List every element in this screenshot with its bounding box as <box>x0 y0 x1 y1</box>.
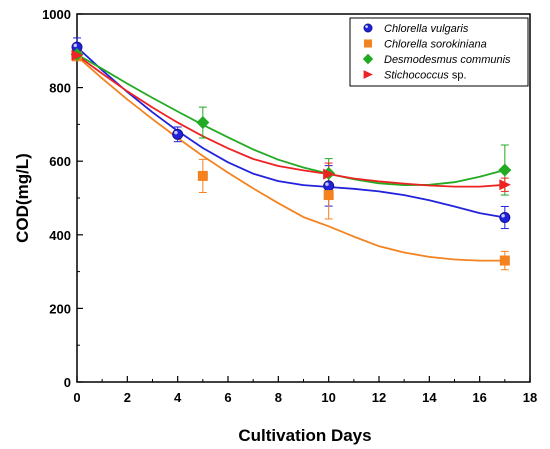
legend-label-plain: sp. <box>449 70 467 82</box>
x-tick-label: 2 <box>124 390 131 405</box>
x-tick-label: 4 <box>174 390 182 405</box>
y-tick-label: 200 <box>49 301 71 316</box>
legend-label: Chlorella vulgaris <box>384 23 469 35</box>
legend-marker <box>362 53 374 65</box>
x-tick-label: 6 <box>224 390 231 405</box>
y-axis-label: COD(mg/L) <box>13 153 32 243</box>
data-point <box>499 179 511 191</box>
x-tick-label: 10 <box>321 390 335 405</box>
trend-lines <box>76 46 506 262</box>
legend-label-italic: Desmodesmus communis <box>384 54 511 66</box>
data-point <box>197 170 208 181</box>
x-tick-label: 14 <box>422 390 437 405</box>
legend-box <box>349 17 529 87</box>
x-axis-label: Cultivation Days <box>238 426 371 445</box>
x-tick-label: 8 <box>275 390 282 405</box>
y-tick-label: 0 <box>64 375 71 390</box>
trend-line <box>76 54 505 188</box>
legend: Chlorella vulgaris Chlorella sorokiniana D… <box>349 17 529 87</box>
x-tick-label: 12 <box>372 390 386 405</box>
data-point <box>499 212 511 224</box>
data-point <box>71 49 84 61</box>
legend-marker <box>363 70 373 79</box>
data-point <box>498 163 512 177</box>
data-point <box>196 116 210 130</box>
legend-label-italic: Stichococcus <box>384 70 449 82</box>
x-tick-label: 18 <box>523 390 537 405</box>
trend-line <box>76 55 505 262</box>
data-point <box>323 168 335 180</box>
legend-label: Chlorella sorokiniana <box>384 39 487 51</box>
data-point <box>499 255 510 266</box>
legend-marker <box>364 39 372 48</box>
legend-marker <box>363 23 373 33</box>
data-point <box>323 190 334 201</box>
legend-label: Desmodesmus communis <box>384 54 511 66</box>
data-points <box>70 41 512 266</box>
data-point <box>172 128 184 140</box>
trend-line <box>76 46 505 219</box>
x-axis-ticks: 0 2 4 6 8 10 12 14 16 18 <box>73 376 537 405</box>
x-tick-label: 16 <box>472 390 486 405</box>
data-point <box>323 180 335 192</box>
y-axis-ticks: 0 200 400 600 800 1000 <box>42 7 83 390</box>
trend-line <box>76 53 506 187</box>
y-tick-label: 800 <box>49 81 71 96</box>
legend-label: Stichococcus sp. <box>384 70 467 82</box>
y-tick-label: 600 <box>49 154 71 169</box>
legend-label-italic: Chlorella vulgaris <box>384 23 469 35</box>
y-tick-label: 1000 <box>42 7 71 22</box>
legend-label-italic: Chlorella sorokiniana <box>384 39 487 51</box>
y-tick-label: 400 <box>49 228 71 243</box>
x-tick-label: 0 <box>73 390 80 405</box>
